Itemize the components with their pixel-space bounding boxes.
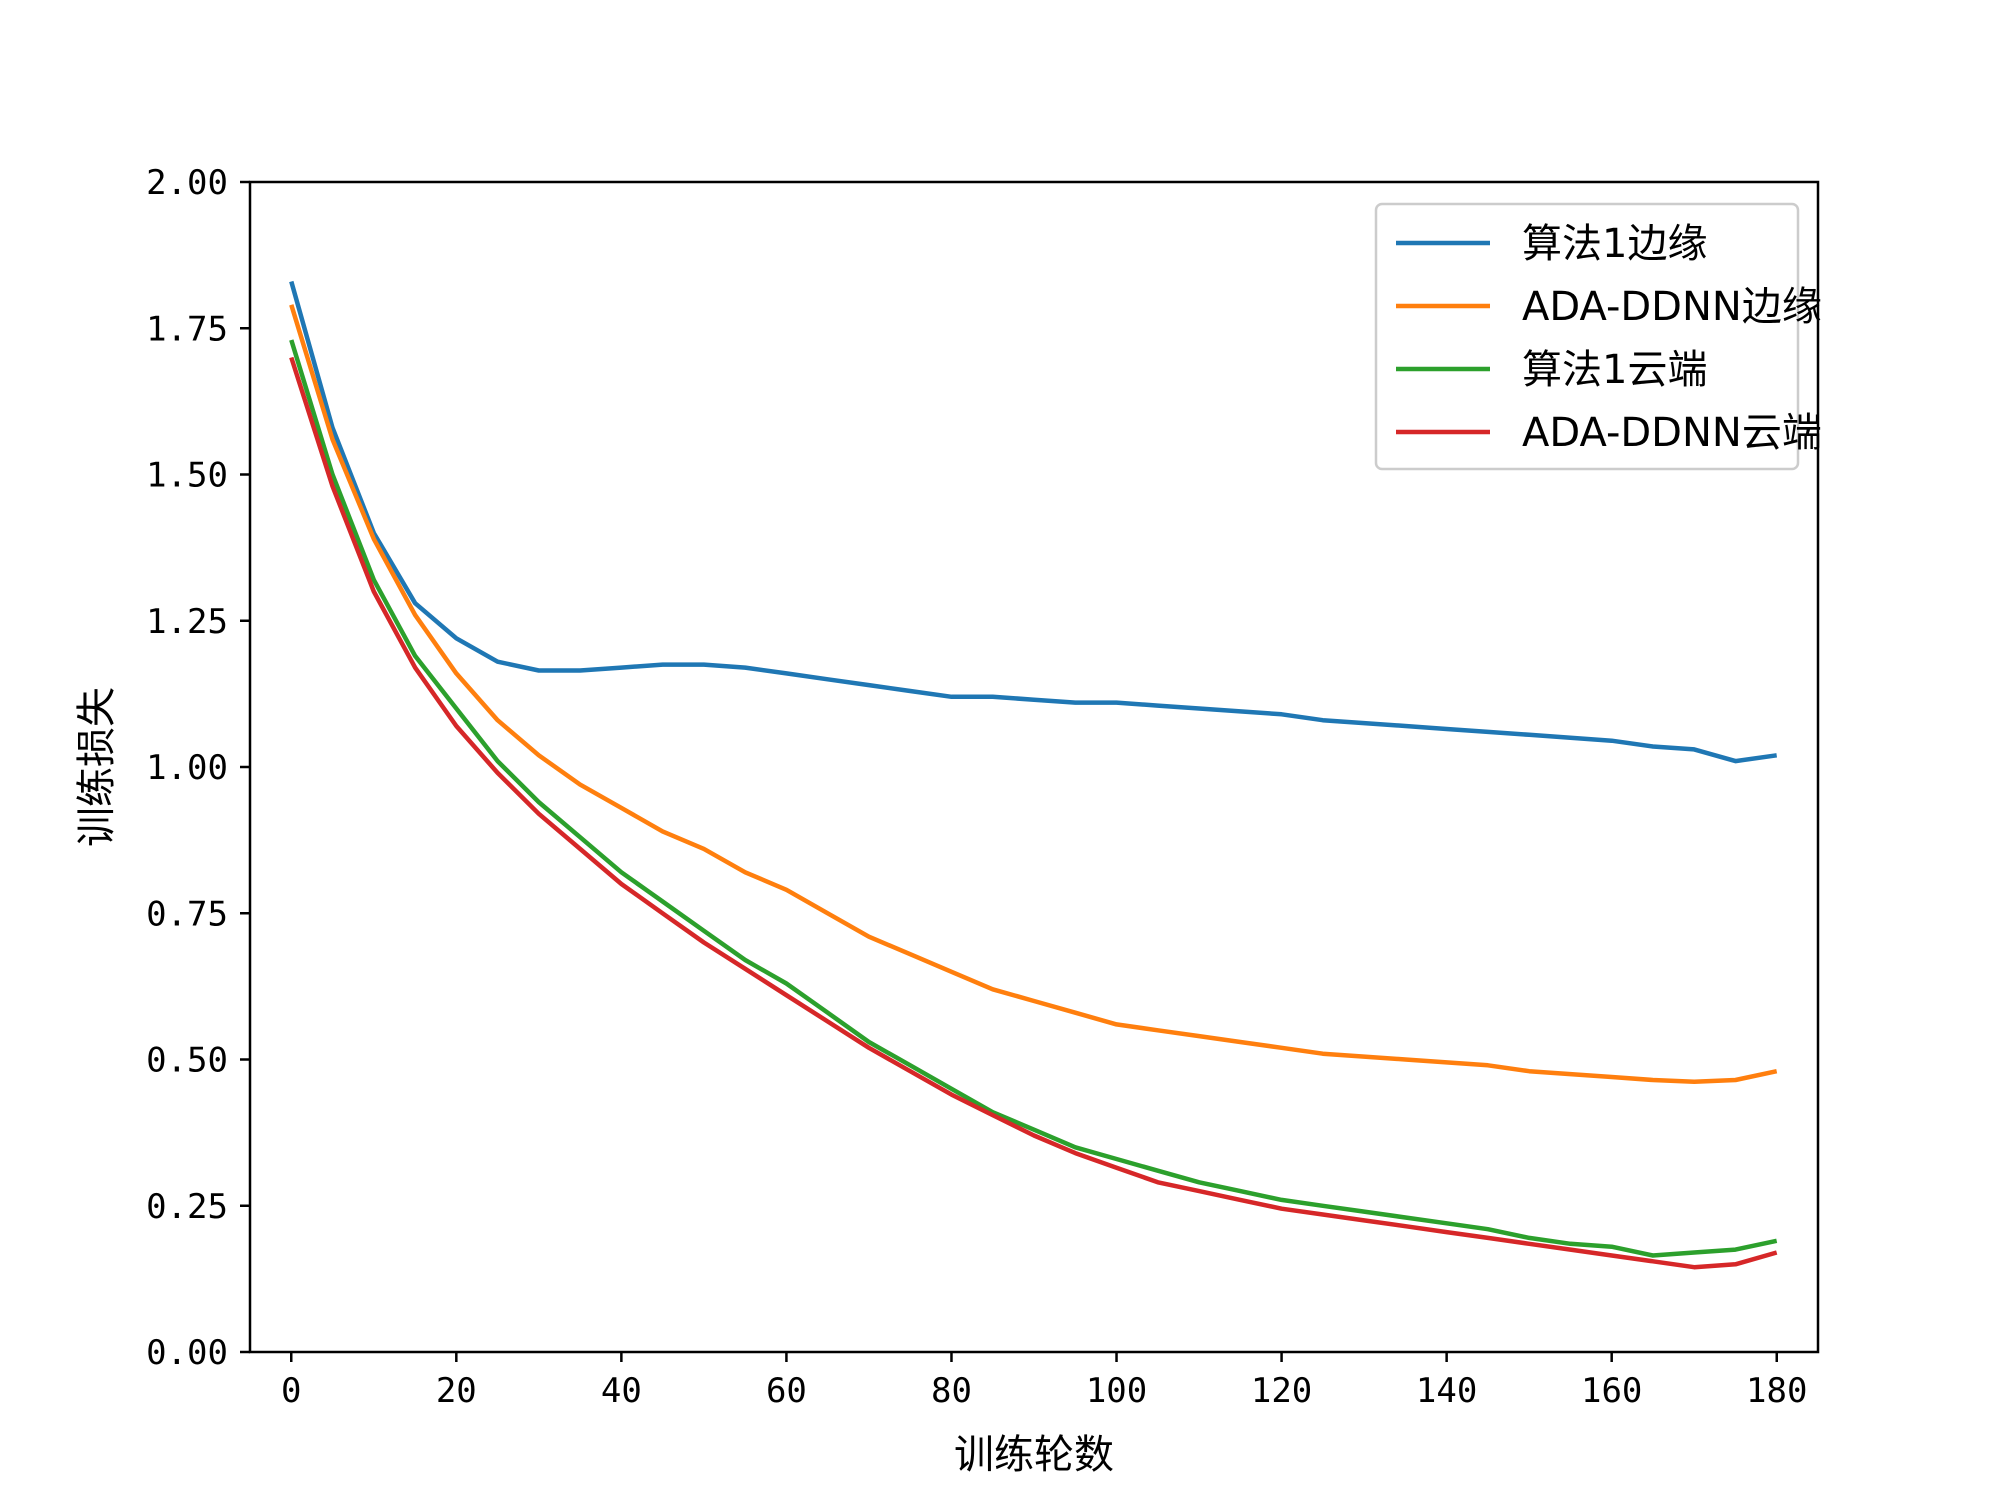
series-layer bbox=[289, 280, 1778, 1270]
series-line-1 bbox=[289, 280, 1778, 764]
series-line-3 bbox=[289, 339, 1778, 1258]
legend-box bbox=[1374, 202, 1800, 471]
legend-label-2: ADA-DDNN边缘 bbox=[1522, 284, 1822, 330]
x-tick-label: 0 bbox=[281, 1371, 301, 1411]
legend-label-3: 算法1云端 bbox=[1522, 347, 1707, 393]
x-tick-label: 120 bbox=[1251, 1371, 1312, 1411]
legend-label-1: 算法1边缘 bbox=[1522, 221, 1707, 267]
x-tick-label: 140 bbox=[1416, 1371, 1477, 1411]
series-line-2 bbox=[289, 304, 1778, 1084]
x-tick-label: 20 bbox=[436, 1371, 477, 1411]
y-tick-label: 1.50 bbox=[146, 456, 228, 496]
series-line-4 bbox=[289, 356, 1778, 1270]
y-axis-label: 训练损失 bbox=[74, 687, 120, 847]
y-tick-label: 0.00 bbox=[146, 1333, 228, 1373]
x-tick-label: 80 bbox=[931, 1371, 972, 1411]
y-tick-label: 2.00 bbox=[146, 163, 228, 203]
y-axis: 0.00 0.25 0.50 0.75 1.00 1.25 1.50 1.75 2.00 bbox=[146, 163, 250, 1373]
x-tick-label: 60 bbox=[766, 1371, 807, 1411]
x-axis-label: 训练轮数 bbox=[954, 1432, 1114, 1478]
y-tick-label: 0.50 bbox=[146, 1041, 228, 1081]
x-axis: 0 20 40 60 80 100 120 140 160 180 bbox=[281, 1352, 1807, 1411]
y-tick-label: 1.00 bbox=[146, 748, 228, 788]
x-tick-label: 180 bbox=[1746, 1371, 1807, 1411]
x-tick-label: 160 bbox=[1581, 1371, 1642, 1411]
legend-label-4: ADA-DDNN云端 bbox=[1522, 410, 1822, 456]
x-tick-label: 100 bbox=[1086, 1371, 1147, 1411]
y-tick-label: 0.75 bbox=[146, 894, 228, 934]
y-tick-label: 0.25 bbox=[146, 1187, 228, 1227]
x-tick-label: 40 bbox=[601, 1371, 642, 1411]
y-tick-label: 1.25 bbox=[146, 602, 228, 642]
y-tick-label: 1.75 bbox=[146, 309, 228, 349]
